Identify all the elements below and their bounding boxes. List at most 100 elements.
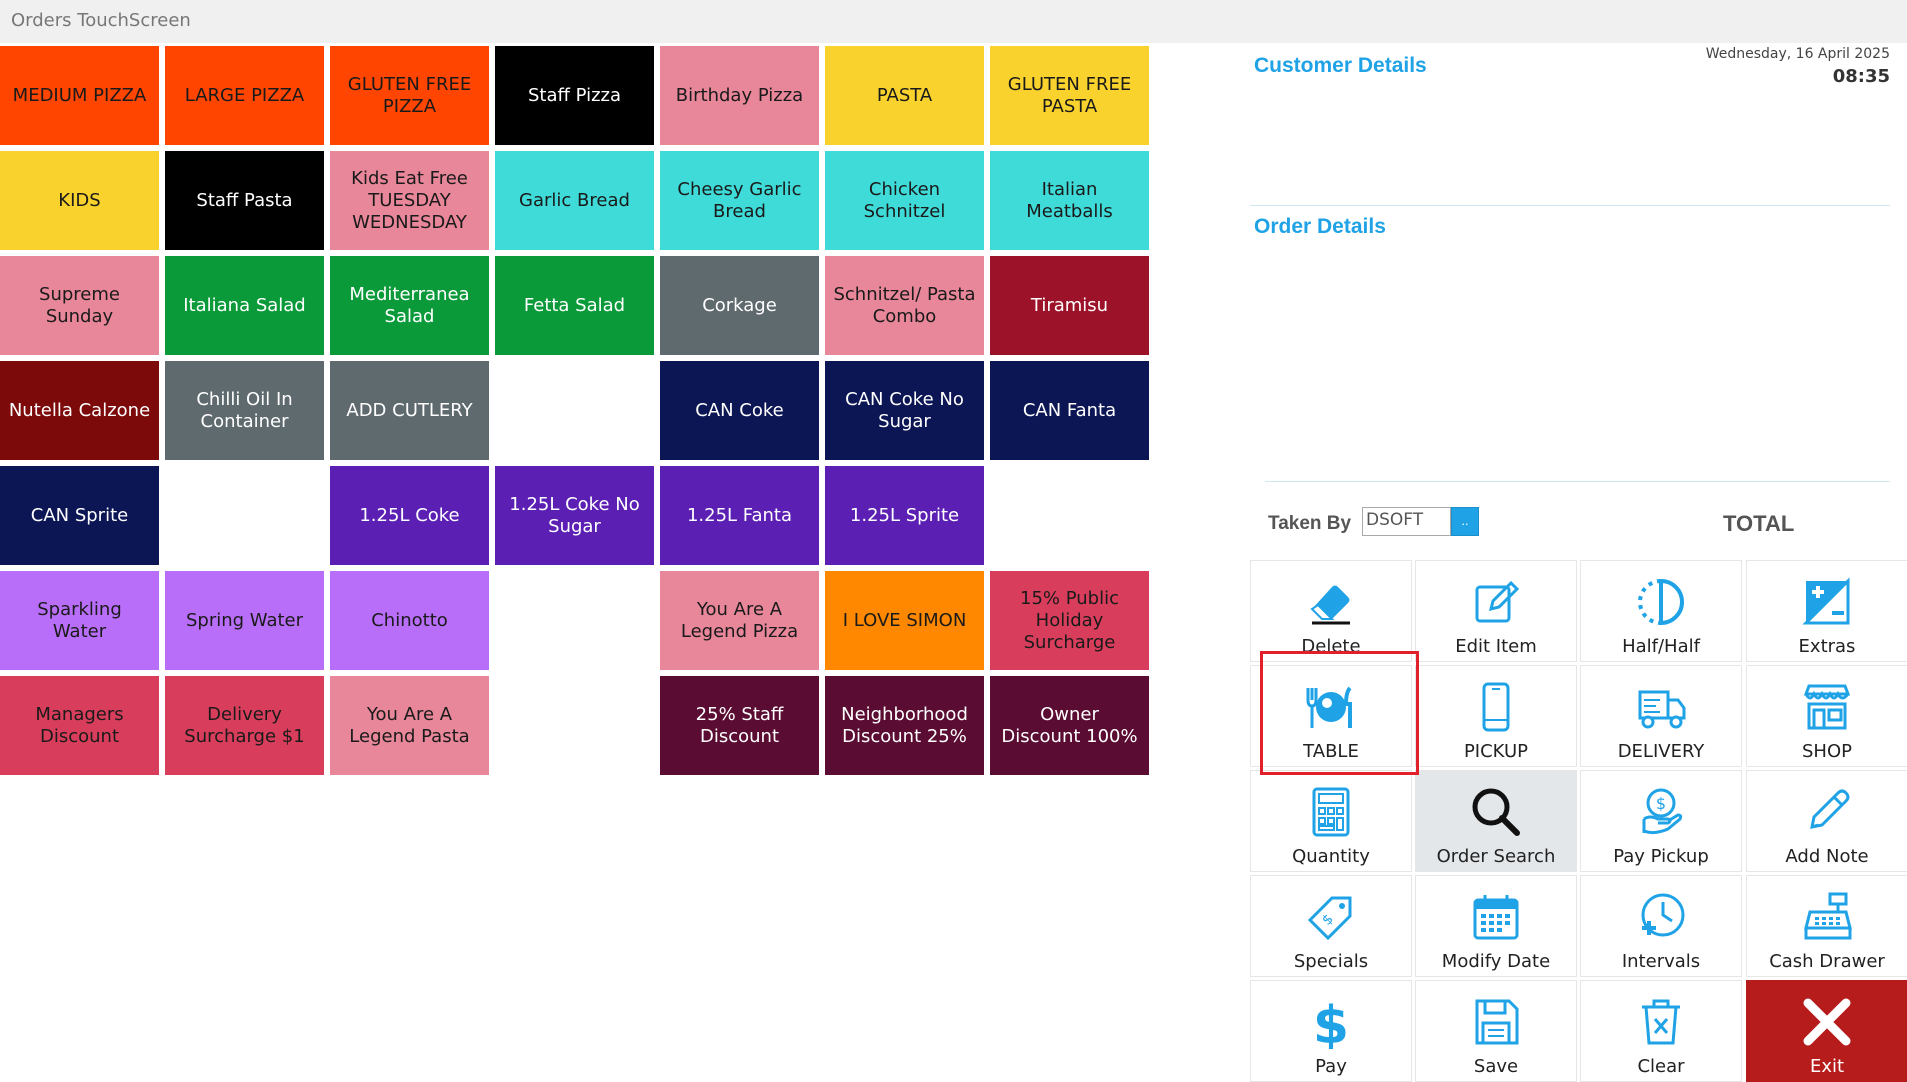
menu-tile-can-coke-no-sugar[interactable]: CAN Coke No Sugar <box>825 361 984 460</box>
menu-tile-you-are-a-legend-pasta[interactable]: You Are A Legend Pasta <box>330 676 489 775</box>
menu-tile-chinotto[interactable]: Chinotto <box>330 571 489 670</box>
order-details-title: Order Details <box>1254 215 1386 238</box>
dollar-icon: $ <box>1304 995 1358 1056</box>
empty-tile <box>165 466 324 565</box>
menu-tile-delivery-surcharge-1[interactable]: Delivery Surcharge $1 <box>165 676 324 775</box>
delete-button[interactable]: Delete <box>1250 560 1412 662</box>
svg-text:$: $ <box>1313 996 1349 1049</box>
extras-label: Extras <box>1798 636 1856 657</box>
cash-register-icon <box>1800 890 1854 949</box>
pay-pickup-button[interactable]: $ Pay Pickup <box>1580 770 1742 872</box>
calendar-icon <box>1469 890 1523 949</box>
table-button[interactable]: TABLE <box>1250 665 1412 767</box>
save-button[interactable]: Save <box>1415 980 1577 1082</box>
menu-tile-supreme-sunday[interactable]: Supreme Sunday <box>0 256 159 355</box>
menu-tile-1-25l-coke[interactable]: 1.25L Coke <box>330 466 489 565</box>
menu-tile-kids-eat-free-tuesday-wednesday[interactable]: Kids Eat Free TUESDAY WEDNESDAY <box>330 151 489 250</box>
menu-tile-italiana-salad[interactable]: Italiana Salad <box>165 256 324 355</box>
pay-label: Pay <box>1315 1056 1347 1077</box>
half-half-button[interactable]: Half/Half <box>1580 560 1742 662</box>
pickup-button[interactable]: PICKUP <box>1415 665 1577 767</box>
empty-tile <box>495 676 654 775</box>
menu-tile-add-cutlery[interactable]: ADD CUTLERY <box>330 361 489 460</box>
edit-item-button[interactable]: Edit Item <box>1415 560 1577 662</box>
empty-tile <box>990 466 1149 565</box>
menu-tile-gluten-free-pizza[interactable]: GLUTEN FREE PIZZA <box>330 46 489 145</box>
menu-tile-1-25l-sprite[interactable]: 1.25L Sprite <box>825 466 984 565</box>
taken-by-lookup-button[interactable]: .. <box>1451 507 1479 536</box>
order-search-label: Order Search <box>1436 846 1556 867</box>
plus-minus-icon <box>1800 575 1854 634</box>
tag-icon: $ <box>1304 890 1358 949</box>
menu-tile-chilli-oil-in-container[interactable]: Chilli Oil In Container <box>165 361 324 460</box>
menu-tile-medium-pizza[interactable]: MEDIUM PIZZA <box>0 46 159 145</box>
specials-button[interactable]: $ Specials <box>1250 875 1412 977</box>
menu-tile-neighborhood-discount-25[interactable]: Neighborhood Discount 25% <box>825 676 984 775</box>
menu-tile-schnitzel-pasta-combo[interactable]: Schnitzel/ Pasta Combo <box>825 256 984 355</box>
clock-plus-icon <box>1634 890 1688 949</box>
menu-tile-corkage[interactable]: Corkage <box>660 256 819 355</box>
pencil-icon <box>1800 785 1854 844</box>
menu-tile-can-sprite[interactable]: CAN Sprite <box>0 466 159 565</box>
add-note-button[interactable]: Add Note <box>1746 770 1907 872</box>
menu-tile-large-pizza[interactable]: LARGE PIZZA <box>165 46 324 145</box>
cash-drawer-label: Cash Drawer <box>1769 951 1885 972</box>
empty-tile <box>495 571 654 670</box>
shop-button[interactable]: SHOP <box>1746 665 1907 767</box>
menu-tile-birthday-pizza[interactable]: Birthday Pizza <box>660 46 819 145</box>
menu-tile-1-25l-coke-no-sugar[interactable]: 1.25L Coke No Sugar <box>495 466 654 565</box>
half-circle-icon <box>1634 575 1688 634</box>
menu-tile-staff-pizza[interactable]: Staff Pizza <box>495 46 654 145</box>
taken-by-label: Taken By <box>1268 513 1352 534</box>
menu-tile-mediterranea-salad[interactable]: Mediterranea Salad <box>330 256 489 355</box>
menu-tile-nutella-calzone[interactable]: Nutella Calzone <box>0 361 159 460</box>
menu-tile-gluten-free-pasta[interactable]: GLUTEN FREE PASTA <box>990 46 1149 145</box>
exit-button[interactable]: Exit <box>1746 980 1907 1082</box>
clear-button[interactable]: Clear <box>1580 980 1742 1082</box>
intervals-button[interactable]: Intervals <box>1580 875 1742 977</box>
edit-item-label: Edit Item <box>1455 636 1537 657</box>
taken-by-input[interactable]: DSOFT <box>1362 507 1451 536</box>
menu-tile-chicken-schnitzel[interactable]: Chicken Schnitzel <box>825 151 984 250</box>
modify-date-label: Modify Date <box>1441 951 1551 972</box>
cash-drawer-button[interactable]: Cash Drawer <box>1746 875 1907 977</box>
truck-icon <box>1634 680 1688 739</box>
menu-tile-you-are-a-legend-pizza[interactable]: You Are A Legend Pizza <box>660 571 819 670</box>
modify-date-button[interactable]: Modify Date <box>1415 875 1577 977</box>
delete-label: Delete <box>1301 636 1361 657</box>
menu-tile-managers-discount[interactable]: Managers Discount <box>0 676 159 775</box>
menu-tile-25-staff-discount[interactable]: 25% Staff Discount <box>660 676 819 775</box>
menu-tile-i-love-simon[interactable]: I LOVE SIMON <box>825 571 984 670</box>
menu-tile-staff-pasta[interactable]: Staff Pasta <box>165 151 324 250</box>
order-search-button[interactable]: Order Search <box>1415 770 1577 872</box>
menu-tile-garlic-bread[interactable]: Garlic Bread <box>495 151 654 250</box>
pay-pickup-label: Pay Pickup <box>1613 846 1709 867</box>
menu-tile-sparkling-water[interactable]: Sparkling Water <box>0 571 159 670</box>
menu-tile-tiramisu[interactable]: Tiramisu <box>990 256 1149 355</box>
svg-text:$: $ <box>1319 911 1337 929</box>
menu-tile-spring-water[interactable]: Spring Water <box>165 571 324 670</box>
menu-tile-kids[interactable]: KIDS <box>0 151 159 250</box>
menu-tile-pasta[interactable]: PASTA <box>825 46 984 145</box>
extras-button[interactable]: Extras <box>1746 560 1907 662</box>
menu-tile-cheesy-garlic-bread[interactable]: Cheesy Garlic Bread <box>660 151 819 250</box>
title-bar: Orders TouchScreen <box>0 0 1907 43</box>
exit-label: Exit <box>1809 1056 1845 1077</box>
menu-tile-fetta-salad[interactable]: Fetta Salad <box>495 256 654 355</box>
menu-tile-owner-discount-100[interactable]: Owner Discount 100% <box>990 676 1149 775</box>
cutlery-icon <box>1304 680 1358 739</box>
pay-button[interactable]: $ Pay <box>1250 980 1412 1082</box>
delivery-button[interactable]: DELIVERY <box>1580 665 1742 767</box>
menu-tile-can-coke[interactable]: CAN Coke <box>660 361 819 460</box>
menu-tile-italian-meatballs[interactable]: Italian Meatballs <box>990 151 1149 250</box>
quantity-label: Quantity <box>1292 846 1370 867</box>
svg-text:$: $ <box>1656 794 1666 813</box>
menu-tile-can-fanta[interactable]: CAN Fanta <box>990 361 1149 460</box>
search-icon <box>1469 785 1523 844</box>
quantity-button[interactable]: Quantity <box>1250 770 1412 872</box>
total-label: TOTAL <box>1723 511 1795 536</box>
empty-tile <box>495 361 654 460</box>
menu-tile-15-public-holiday-surcharge[interactable]: 15% Public Holiday Surcharge <box>990 571 1149 670</box>
menu-tile-1-25l-fanta[interactable]: 1.25L Fanta <box>660 466 819 565</box>
shop-icon <box>1800 680 1854 739</box>
